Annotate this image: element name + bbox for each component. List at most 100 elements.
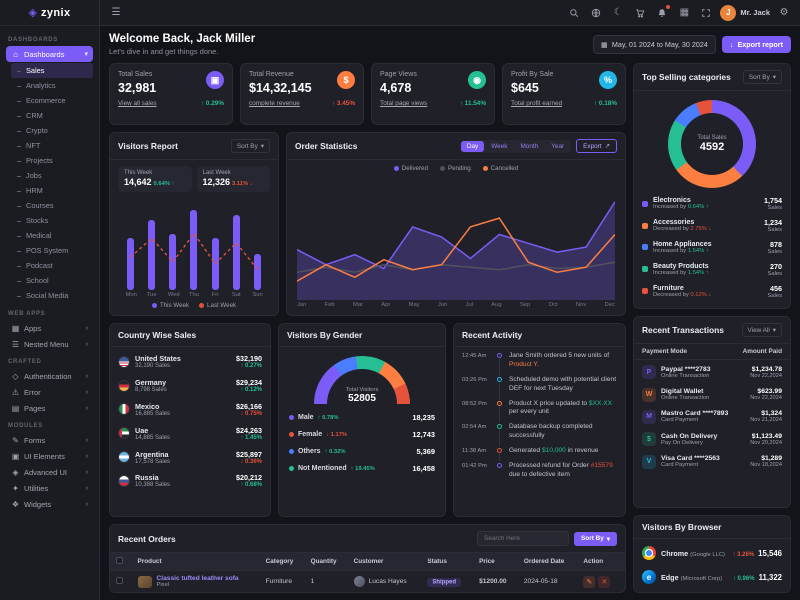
tab-year[interactable]: Year bbox=[551, 142, 565, 150]
bar-this-week[interactable] bbox=[169, 233, 177, 290]
sidebar-item-crm[interactable]: CRM bbox=[11, 108, 93, 123]
stat-link[interactable]: complete revenue bbox=[249, 100, 300, 107]
transaction-row[interactable]: W Digital Wallet Online Transaction $623.99… bbox=[642, 383, 782, 405]
tab-week[interactable]: Week bbox=[491, 142, 508, 150]
x-tick-label: Sat bbox=[231, 292, 241, 298]
category-row[interactable]: Electronics Increased by 0.64% ↑ 1,754 Sale… bbox=[642, 193, 782, 215]
sidebar-item-pos-system[interactable]: POS System bbox=[11, 243, 93, 258]
browser-row[interactable]: Edge (Microsoft Corp) ↑ 0.96%11,322 bbox=[642, 565, 782, 589]
activity-time: 08:52 Pm bbox=[462, 400, 487, 407]
user-menu[interactable]: J Mr. Jack bbox=[720, 4, 770, 21]
sidebar-item-apps[interactable]: ▦ Apps › bbox=[6, 320, 93, 336]
orders-body: Classic tufted leather sofa Pixel Furnitur… bbox=[110, 570, 625, 592]
delete-icon[interactable]: ✕ bbox=[598, 575, 611, 588]
categories-sort-button[interactable]: Sort By ▾ bbox=[742, 70, 782, 84]
grid-icon[interactable]: ▦ bbox=[679, 7, 690, 18]
transaction-row[interactable]: V Visa Card ****2563 Card Payment $1,289 Nov… bbox=[642, 451, 782, 473]
export-report-button[interactable]: ↓ Export report bbox=[721, 36, 791, 53]
transaction-row[interactable]: P Paypal ****2783 Online Transaction $1,234… bbox=[642, 361, 782, 383]
country-row[interactable]: Russia 10,388 Sales $20,212 ↑ 0.68% bbox=[118, 469, 262, 493]
browser-row[interactable]: Chrome (Google LLC) ↑ 3.26% 15,546 bbox=[642, 541, 782, 565]
visitors-sort-button[interactable]: Sort By ▾ bbox=[230, 139, 270, 153]
sidebar-item-pages[interactable]: ▤ Pages › bbox=[6, 400, 93, 416]
browser-info: Edge (Microsoft Corp) bbox=[661, 573, 722, 582]
row-checkbox[interactable] bbox=[116, 577, 123, 584]
gender-row[interactable]: Male ↑ 0.78% 18,235 bbox=[289, 409, 435, 426]
brand[interactable]: ◈ zynix bbox=[0, 0, 99, 26]
country-row[interactable]: Mexico 16,885 Sales $26,166 ↓ 0.75% bbox=[118, 398, 262, 422]
country-row[interactable]: Uae 14,885 Sales $24,263 ↑ 1.45% bbox=[118, 421, 262, 445]
fullscreen-icon[interactable] bbox=[698, 5, 714, 21]
transaction-row[interactable]: $ Cash On Delivery Pay On Delivery $1,123.4… bbox=[642, 428, 782, 450]
view-all-button[interactable]: View All ▾ bbox=[741, 323, 782, 337]
sidebar-item-nested-menu[interactable]: ☰ Nested Menu › bbox=[6, 336, 93, 352]
category-row[interactable]: Furniture Decreased by 0.12% ↓ 456 Sales bbox=[642, 280, 782, 302]
sidebar-item-jobs[interactable]: Jobs bbox=[11, 168, 93, 183]
export-button[interactable]: Export ↗ bbox=[576, 139, 617, 153]
cart-icon[interactable] bbox=[632, 5, 648, 21]
stat-link[interactable]: Total page views bbox=[380, 100, 428, 107]
search-icon[interactable] bbox=[566, 5, 582, 21]
country-row[interactable]: United States 32,190 Sales $32,190 ↑ 0.27% bbox=[118, 350, 262, 374]
sidebar-item-authentication[interactable]: ◇ Authentication › bbox=[6, 368, 93, 384]
category-row[interactable]: Beauty Products Increased by 1.54% ↑ 270 Sa… bbox=[642, 258, 782, 280]
language-icon[interactable] bbox=[588, 5, 604, 21]
stat-link[interactable]: View all sales bbox=[118, 100, 157, 107]
stat-link[interactable]: Total profit earned bbox=[511, 100, 563, 107]
sidebar-item-courses[interactable]: Courses bbox=[11, 198, 93, 213]
stat-foot: View all sales ↑ 0.29% bbox=[118, 100, 224, 107]
bar-this-week[interactable] bbox=[148, 219, 156, 290]
gender-row[interactable]: Not Mentioned ↑ 19.45% 16,458 bbox=[289, 460, 435, 477]
notification-dot bbox=[666, 4, 671, 9]
sidebar-item-ecommerce[interactable]: Ecommerce bbox=[11, 93, 93, 108]
category-row[interactable]: Home Appliances Increased by 1.54% ↑ 878 Sa… bbox=[642, 237, 782, 259]
country-amounts: $29,234 ↑ 0.12% bbox=[236, 378, 262, 393]
country-row[interactable]: Germany 8,798 Sales $29,234 ↑ 0.12% bbox=[118, 374, 262, 398]
chevron-right-icon: › bbox=[85, 388, 88, 396]
gender-label: Not Mentioned bbox=[298, 465, 347, 472]
gender-row[interactable]: Female ↓ 1.17% 12,743 bbox=[289, 426, 435, 443]
sidebar-item-label: Pages bbox=[24, 403, 46, 413]
sidebar-item-dashboards[interactable]: ⌂ Dashboards ▾ bbox=[6, 46, 93, 62]
bar-this-week[interactable] bbox=[190, 210, 198, 290]
sidebar-item-school[interactable]: School bbox=[11, 273, 93, 288]
sidebar-item-sales[interactable]: Sales bbox=[11, 63, 93, 78]
sidebar-item-hrm[interactable]: HRM bbox=[11, 183, 93, 198]
sidebar-item-analytics[interactable]: Analytics bbox=[11, 78, 93, 93]
sidebar-item-medical[interactable]: Medical bbox=[11, 228, 93, 243]
sidebar-item-utilities[interactable]: ✦ Utilities › bbox=[6, 480, 93, 496]
sidebar-item-stocks[interactable]: Stocks bbox=[11, 213, 93, 228]
settings-icon[interactable]: ⚙ bbox=[779, 7, 789, 18]
select-all-checkbox[interactable] bbox=[116, 557, 123, 564]
sidebar-item-podcast[interactable]: Podcast bbox=[11, 258, 93, 273]
bell-icon[interactable] bbox=[654, 4, 671, 21]
country-row[interactable]: Argentina 17,578 Sales $25,897 ↓ 0.36% bbox=[118, 445, 262, 469]
country-change: ↓ 0.36% bbox=[240, 458, 262, 465]
sidebar-item-error[interactable]: ⚠ Error › bbox=[6, 384, 93, 400]
sidebar-item-ui-elements[interactable]: ▣ UI Elements › bbox=[6, 448, 93, 464]
sidebar-item-projects[interactable]: Projects bbox=[11, 153, 93, 168]
orders-search-input[interactable] bbox=[477, 531, 570, 546]
sidebar-item-widgets[interactable]: ❖ Widgets › bbox=[6, 496, 93, 512]
bar-this-week[interactable] bbox=[253, 254, 261, 290]
visitors-browser-header: Visitors By Browser bbox=[634, 516, 790, 539]
sidebar-item-forms[interactable]: ✎ Forms › bbox=[6, 432, 93, 448]
tab-month[interactable]: Month bbox=[520, 142, 539, 150]
sidebar-item-crypto[interactable]: Crypto bbox=[11, 123, 93, 138]
edit-icon[interactable]: ✎ bbox=[583, 575, 596, 588]
gender-row[interactable]: Others ↑ 0.32% 5,369 bbox=[289, 443, 435, 460]
order-row[interactable]: Classic tufted leather sofa Pixel Furnitur… bbox=[110, 570, 625, 592]
tab-day[interactable]: Day bbox=[460, 140, 485, 152]
bar-this-week[interactable] bbox=[127, 238, 135, 290]
category-row[interactable]: Accessories Decreased by 2.75% ↓ 1,234 Sale… bbox=[642, 215, 782, 237]
transaction-row[interactable]: M Mastro Card ****7893 Card Payment $1,324 N… bbox=[642, 406, 782, 428]
moon-icon[interactable]: ☾ bbox=[613, 7, 623, 18]
sidebar-item-nft[interactable]: NFT bbox=[11, 138, 93, 153]
bar-this-week[interactable] bbox=[211, 238, 219, 290]
menu-toggle-icon[interactable]: ☰ bbox=[111, 7, 121, 18]
bar-this-week[interactable] bbox=[232, 214, 240, 290]
orders-sort-button[interactable]: Sort By ▾ bbox=[574, 531, 617, 546]
date-range-picker[interactable]: ▦ May, 01 2024 to May, 30 2024 bbox=[593, 35, 716, 54]
sidebar-item-advanced-ui[interactable]: ◈ Advanced UI › bbox=[6, 464, 93, 480]
sidebar-item-social-media[interactable]: Social Media bbox=[11, 288, 93, 303]
